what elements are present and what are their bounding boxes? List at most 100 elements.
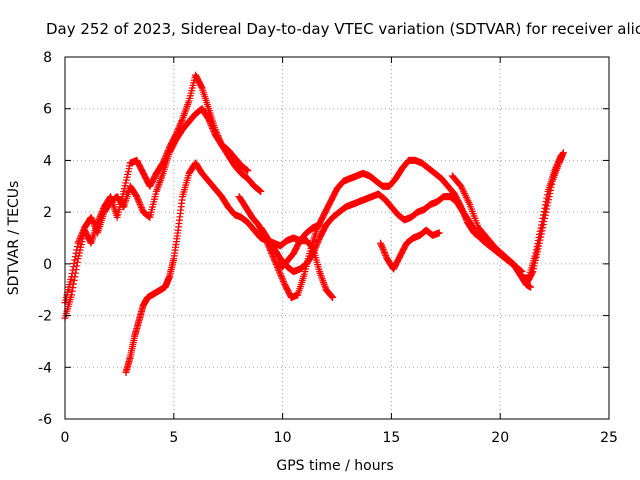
- data-point: [210, 127, 218, 135]
- data-point: [308, 244, 316, 252]
- y-axis-title: SDTVAR / TECUs: [6, 181, 22, 296]
- data-point: [77, 233, 85, 241]
- data-point: [77, 231, 85, 239]
- data-point: [539, 224, 547, 232]
- grid-lines: [65, 57, 609, 419]
- data-point: [381, 250, 389, 258]
- y-tick-label: -2: [38, 309, 52, 325]
- data-point: [134, 196, 142, 204]
- data-point: [327, 292, 335, 300]
- data-point: [70, 259, 78, 267]
- data-point: [544, 199, 552, 207]
- data-point: [69, 263, 77, 271]
- data-point: [72, 249, 80, 257]
- data-points: [61, 71, 567, 376]
- data-point: [541, 211, 549, 219]
- data-point: [207, 120, 215, 128]
- data-point: [133, 194, 141, 202]
- data-point: [559, 149, 567, 157]
- data-point: [379, 245, 387, 253]
- series-track-6: [377, 226, 443, 273]
- data-point: [79, 227, 87, 235]
- data-point: [270, 254, 278, 262]
- data-point: [73, 243, 81, 251]
- data-point: [69, 266, 77, 274]
- x-axis-ticks: 0 5 10 15 20 25: [61, 57, 618, 446]
- data-point: [378, 244, 386, 252]
- data-point: [377, 241, 385, 249]
- data-point: [380, 248, 388, 256]
- data-point: [88, 216, 96, 224]
- data-point: [135, 197, 143, 205]
- data-point: [244, 167, 252, 175]
- data-point: [71, 253, 79, 261]
- data-point: [206, 118, 214, 126]
- data-point: [314, 237, 322, 245]
- data-point: [435, 229, 443, 237]
- data-point: [135, 199, 143, 207]
- y-tick-label: -6: [38, 412, 52, 428]
- data-point: [90, 220, 98, 228]
- data-point: [541, 214, 549, 222]
- data-point: [279, 277, 287, 285]
- data-point: [197, 83, 205, 91]
- y-tick-label: 6: [43, 102, 52, 118]
- chart-title: Day 252 of 2023, Sidereal Day-to-day VTE…: [46, 20, 640, 38]
- data-point: [208, 123, 216, 131]
- data-point: [328, 293, 336, 301]
- data-point: [136, 200, 144, 208]
- data-point: [207, 121, 215, 129]
- data-point: [90, 221, 98, 229]
- data-point: [76, 235, 84, 243]
- data-point: [543, 202, 551, 210]
- data-point: [546, 190, 554, 198]
- data-point: [547, 183, 555, 191]
- data-point: [205, 117, 213, 125]
- data-point: [377, 239, 385, 247]
- series-track-2: [61, 105, 252, 307]
- data-point: [70, 276, 78, 284]
- data-point: [74, 239, 82, 247]
- data-point: [537, 230, 545, 238]
- y-tick-label: 4: [43, 153, 52, 169]
- data-point: [205, 115, 213, 123]
- data-point: [548, 180, 556, 188]
- data-point: [540, 217, 548, 225]
- series-track-4: [235, 156, 535, 301]
- data-point: [176, 121, 184, 129]
- data-point: [277, 271, 285, 279]
- x-tick-label: 5: [169, 430, 178, 446]
- data-point: [382, 252, 390, 260]
- data-point: [177, 118, 185, 126]
- data-point: [178, 117, 186, 125]
- y-axis-ticks: -6 -4 -2 0 2 4 6 8: [38, 50, 609, 428]
- x-tick-label: 0: [61, 430, 70, 446]
- data-point: [536, 236, 544, 244]
- data-point: [71, 256, 79, 264]
- data-point: [378, 242, 386, 250]
- data-point: [545, 196, 553, 204]
- data-point: [278, 274, 286, 282]
- data-point: [75, 236, 83, 244]
- plot-frame: [64, 56, 610, 420]
- x-axis-title: GPS time / hours: [276, 458, 393, 474]
- data-point: [269, 253, 277, 261]
- data-point: [276, 268, 284, 276]
- data-point: [68, 269, 76, 277]
- data-point: [308, 243, 316, 251]
- series-track-7: [274, 237, 337, 301]
- data-point: [278, 273, 286, 281]
- data-point: [535, 239, 543, 247]
- data-point: [75, 238, 83, 246]
- data-point: [539, 221, 547, 229]
- data-point: [137, 202, 145, 210]
- x-tick-label: 10: [274, 430, 292, 446]
- data-point: [270, 256, 278, 264]
- series-track-9: [522, 149, 567, 289]
- data-point: [545, 193, 553, 201]
- data-point: [527, 283, 535, 291]
- data-point: [209, 126, 217, 134]
- data-point: [543, 205, 551, 213]
- data-point: [314, 239, 322, 247]
